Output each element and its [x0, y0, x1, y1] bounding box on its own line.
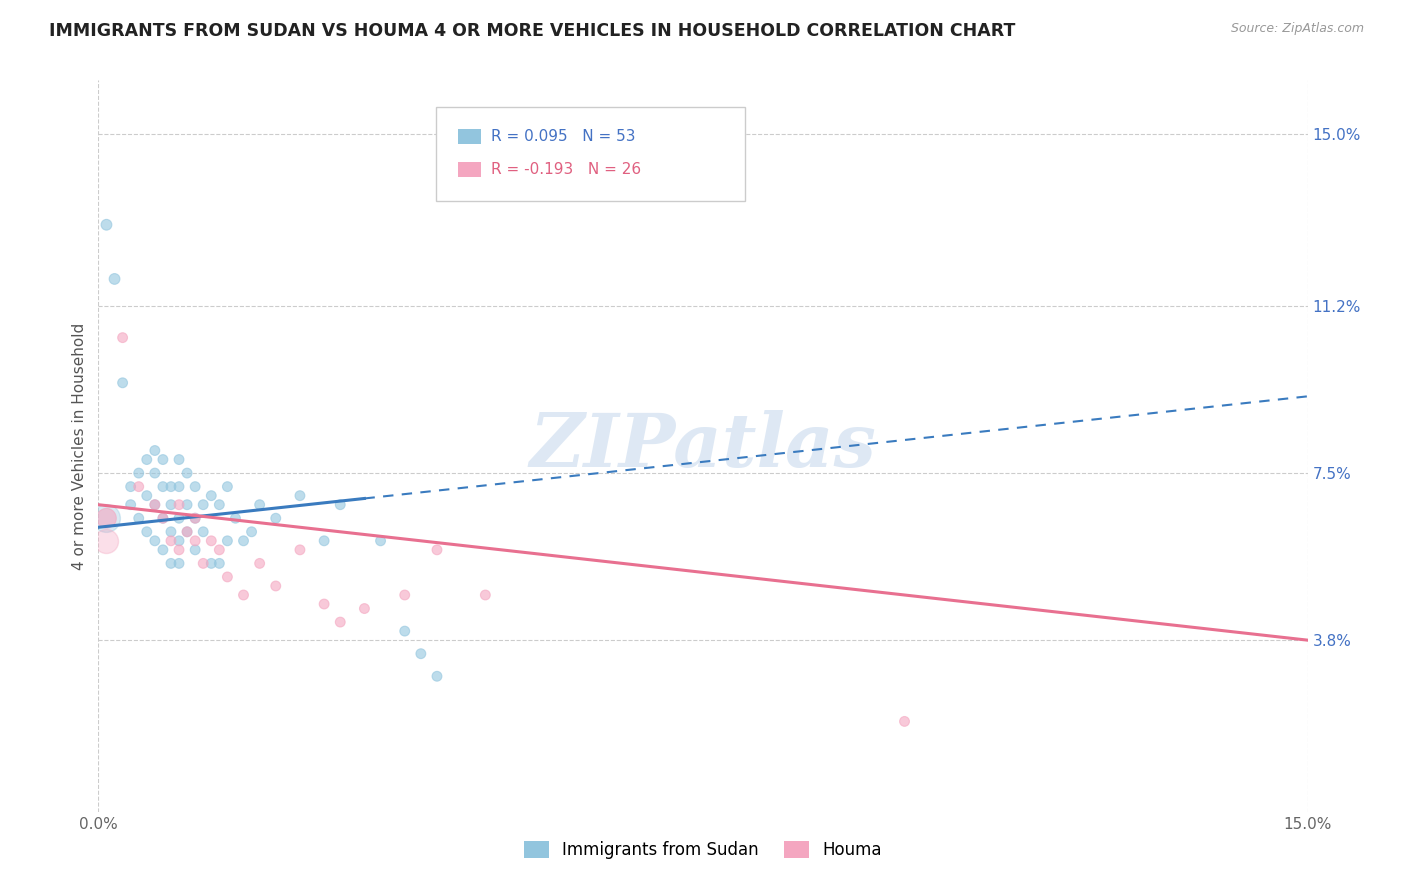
- Point: [167, 557, 190, 571]
- Point: [893, 714, 915, 729]
- Text: R = -0.193   N = 26: R = -0.193 N = 26: [491, 162, 641, 177]
- Point: [143, 466, 166, 480]
- Point: [224, 511, 246, 525]
- Point: [152, 511, 174, 525]
- Point: [184, 480, 207, 494]
- Point: [167, 511, 190, 525]
- Text: IMMIGRANTS FROM SUDAN VS HOUMA 4 OR MORE VEHICLES IN HOUSEHOLD CORRELATION CHART: IMMIGRANTS FROM SUDAN VS HOUMA 4 OR MORE…: [49, 22, 1015, 40]
- Point: [160, 480, 183, 494]
- Legend: Immigrants from Sudan, Houma: Immigrants from Sudan, Houma: [517, 834, 889, 865]
- Point: [217, 480, 239, 494]
- Point: [232, 533, 254, 548]
- Point: [264, 511, 287, 525]
- Point: [249, 498, 271, 512]
- Point: [96, 511, 118, 525]
- Point: [353, 601, 375, 615]
- Point: [208, 498, 231, 512]
- Point: [184, 533, 207, 548]
- Point: [96, 511, 118, 525]
- Point: [152, 480, 174, 494]
- Point: [96, 533, 118, 548]
- Point: [314, 597, 336, 611]
- Point: [217, 570, 239, 584]
- Point: [249, 557, 271, 571]
- Point: [288, 542, 311, 557]
- Point: [193, 524, 215, 539]
- Point: [184, 511, 207, 525]
- Point: [184, 542, 207, 557]
- Point: [143, 443, 166, 458]
- Point: [160, 557, 183, 571]
- Point: [135, 524, 157, 539]
- Point: [176, 498, 198, 512]
- Point: [167, 498, 190, 512]
- Point: [240, 524, 263, 539]
- Point: [200, 533, 222, 548]
- Point: [120, 498, 142, 512]
- Point: [176, 466, 198, 480]
- Point: [167, 452, 190, 467]
- Point: [370, 533, 392, 548]
- Point: [143, 498, 166, 512]
- Point: [176, 524, 198, 539]
- Point: [314, 533, 336, 548]
- Point: [409, 647, 432, 661]
- Point: [232, 588, 254, 602]
- Point: [193, 557, 215, 571]
- Point: [135, 452, 157, 467]
- Point: [111, 376, 134, 390]
- Text: Source: ZipAtlas.com: Source: ZipAtlas.com: [1230, 22, 1364, 36]
- Text: R = 0.095   N = 53: R = 0.095 N = 53: [491, 129, 636, 144]
- Point: [200, 557, 222, 571]
- Point: [394, 624, 416, 639]
- Point: [184, 511, 207, 525]
- Point: [426, 542, 449, 557]
- Point: [200, 489, 222, 503]
- Point: [217, 533, 239, 548]
- Point: [128, 511, 150, 525]
- Point: [152, 452, 174, 467]
- Point: [152, 511, 174, 525]
- Point: [143, 533, 166, 548]
- Point: [167, 480, 190, 494]
- Point: [152, 542, 174, 557]
- Point: [329, 615, 352, 629]
- Point: [160, 524, 183, 539]
- Text: ZIPatlas: ZIPatlas: [530, 409, 876, 483]
- Point: [208, 557, 231, 571]
- Point: [135, 489, 157, 503]
- Point: [143, 498, 166, 512]
- Point: [128, 480, 150, 494]
- Point: [160, 498, 183, 512]
- Point: [208, 542, 231, 557]
- Point: [167, 542, 190, 557]
- Point: [329, 498, 352, 512]
- Point: [96, 218, 118, 232]
- Point: [176, 524, 198, 539]
- Point: [474, 588, 496, 602]
- Point: [426, 669, 449, 683]
- Point: [167, 533, 190, 548]
- Point: [120, 480, 142, 494]
- Point: [394, 588, 416, 602]
- Point: [103, 272, 125, 286]
- Point: [193, 498, 215, 512]
- Point: [111, 331, 134, 345]
- Point: [160, 533, 183, 548]
- Point: [128, 466, 150, 480]
- Point: [288, 489, 311, 503]
- Point: [264, 579, 287, 593]
- Y-axis label: 4 or more Vehicles in Household: 4 or more Vehicles in Household: [72, 322, 87, 570]
